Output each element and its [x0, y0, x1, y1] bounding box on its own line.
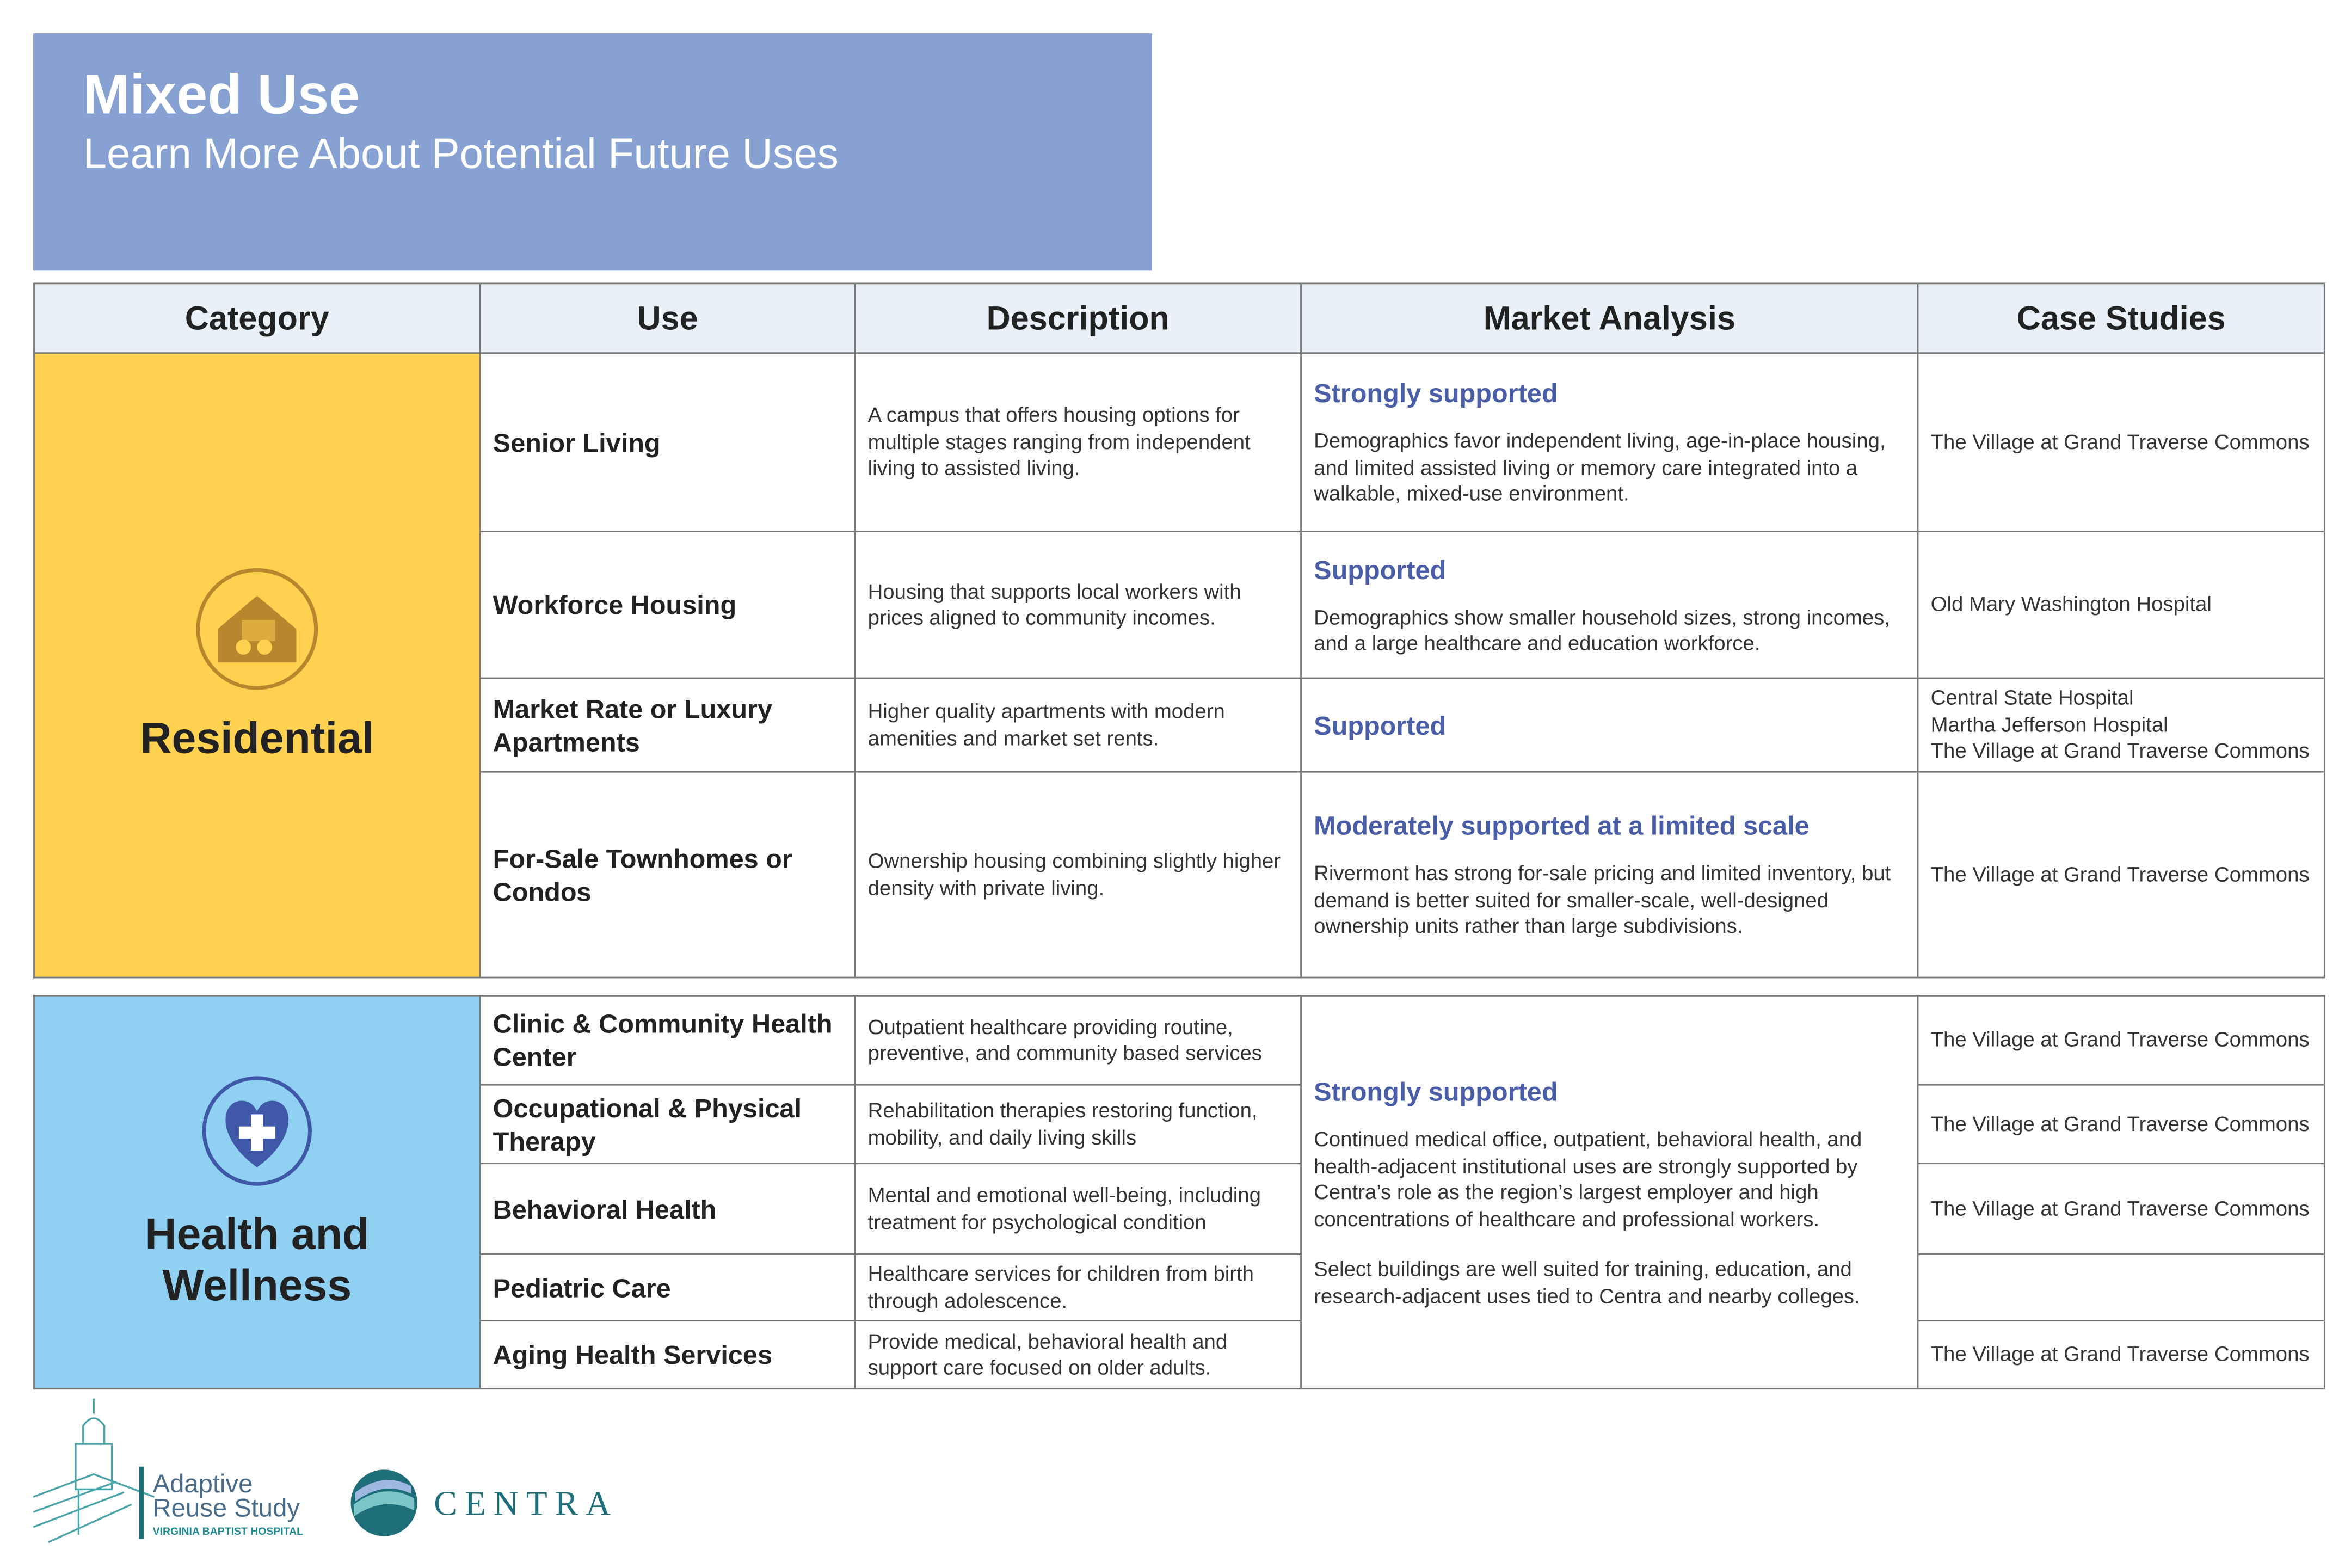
table-row: Health and Wellness Clinic & Community He… — [33, 994, 2325, 1390]
table-row: Residential Senior Living A campus that of… — [33, 352, 2325, 979]
table-row: Aging Health Services Provide medical, be… — [34, 1320, 2325, 1390]
column-header: Case Studies — [1917, 282, 2325, 354]
description-cell: Rehabilitation therapies restoring funct… — [854, 1084, 1302, 1165]
description-cell: Ownership housing combining slightly hig… — [854, 771, 1302, 979]
partner-name: CENTRA — [434, 1484, 618, 1523]
case-study: Central State Hospital — [1930, 686, 2134, 710]
market-text: Select buildings are well suited for tra… — [1314, 1258, 1860, 1307]
table-row: Pediatric Care Healthcare services for ch… — [34, 1253, 2325, 1322]
market-heading: Strongly supported — [1314, 1077, 1558, 1107]
case-cell: The Village at Grand Traverse Commons — [1917, 1084, 2325, 1165]
column-header: Category — [33, 282, 481, 354]
use-cell: Workforce Housing — [479, 531, 856, 679]
case-study: The Village at Grand Traverse Commons — [1930, 740, 2310, 763]
description-cell: Mental and emotional well-being, includi… — [854, 1163, 1302, 1255]
case-study: The Village at Grand Traverse Commons — [1930, 1197, 2310, 1220]
case-cell: The Village at Grand Traverse Commons — [1917, 1320, 2325, 1390]
case-study: The Village at Grand Traverse Commons — [1930, 1343, 2310, 1366]
market-text: Demographics favor independent living, a… — [1314, 429, 1886, 506]
health-icon — [202, 1075, 312, 1185]
case-study: Old Mary Washington Hospital — [1930, 593, 2212, 616]
case-cell: The Village at Grand Traverse Commons — [1917, 352, 2325, 532]
use-cell: Market Rate or Luxury Apartments — [479, 677, 856, 773]
description-cell: Housing that supports local workers with… — [854, 531, 1302, 679]
case-study: The Village at Grand Traverse Commons — [1930, 1112, 2310, 1135]
case-cell: Central State Hospital Martha Jefferson H… — [1917, 677, 2325, 773]
market-heading: Supported — [1314, 710, 1447, 740]
case-cell: The Village at Grand Traverse Commons — [1917, 994, 2325, 1086]
category-cell: Health and Wellness — [33, 994, 481, 1390]
use-cell: Clinic & Community Health Center — [479, 994, 856, 1086]
hospital-drawing — [33, 1398, 155, 1544]
footer-logos: Adaptive Reuse Study VIRGINIA BAPTIST HO… — [33, 1398, 618, 1544]
table-row: Occupational & Physical Therapy Rehabilit… — [34, 1084, 2325, 1165]
market-heading: Moderately supported at a limited scale — [1314, 810, 1810, 841]
case-study: Martha Jefferson Hospital — [1930, 713, 2168, 736]
market-heading: Supported — [1314, 554, 1447, 585]
use-cell: Aging Health Services — [479, 1320, 856, 1390]
table-row: Market Rate or Luxury Apartments Higher q… — [34, 677, 2325, 773]
case-study: The Village at Grand Traverse Commons — [1930, 431, 2310, 453]
logo-line2: Reuse Study — [153, 1493, 300, 1522]
case-study: The Village at Grand Traverse Commons — [1930, 863, 2310, 886]
market-cell: Moderately supported at a limited scale R… — [1300, 771, 1919, 979]
category-label: Health and Wellness — [145, 1210, 370, 1311]
header-banner: Mixed Use Learn More About Potential Fut… — [33, 33, 1152, 271]
logo-bar — [139, 1466, 144, 1540]
market-heading: Strongly supported — [1314, 378, 1558, 409]
case-cell: The Village at Grand Traverse Commons — [1917, 771, 2325, 979]
description-cell: Outpatient healthcare providing routine,… — [854, 994, 1302, 1086]
market-text: Demographics show smaller household size… — [1314, 605, 1890, 655]
residential-icon — [196, 568, 318, 690]
description-cell: Provide medical, behavioral health and s… — [854, 1320, 1302, 1390]
table-row: Behavioral Health Mental and emotional we… — [34, 1163, 2325, 1255]
centra-wave — [355, 1480, 411, 1502]
logo-line1: Adaptive — [153, 1469, 253, 1498]
logo-sub: VIRGINIA BAPTIST HOSPITAL — [153, 1526, 304, 1538]
use-cell: For-Sale Townhomes or Condos — [479, 771, 856, 979]
case-cell: Old Mary Washington Hospital — [1917, 531, 2325, 679]
use-cell: Occupational & Physical Therapy — [479, 1084, 856, 1165]
column-header: Market Analysis — [1300, 282, 1919, 354]
table-residential: Category Use Description Market Analysis Cas… — [33, 282, 2325, 979]
market-cell: Strongly supported Continued medical offi… — [1300, 994, 1919, 1390]
category-cell: Residential — [33, 352, 481, 979]
description-cell: Healthcare services for children from bi… — [854, 1253, 1302, 1322]
case-study: The Village at Grand Traverse Commons — [1930, 1028, 2310, 1052]
market-text: Rivermont has strong for-sale pricing an… — [1314, 862, 1891, 938]
column-header: Use — [479, 282, 856, 354]
description-cell: Higher quality apartments with modern am… — [854, 677, 1302, 773]
table-health: Health and Wellness Clinic & Community He… — [33, 994, 2325, 1390]
case-cell — [1917, 1253, 2325, 1322]
category-label: Residential — [140, 715, 374, 764]
subtitle: Learn More About Potential Future Uses — [83, 130, 839, 177]
market-cell: Strongly supported Demographics favor ind… — [1300, 352, 1919, 532]
description-cell: A campus that offers housing options for… — [854, 352, 1302, 532]
use-cell: Behavioral Health — [479, 1163, 856, 1255]
case-cell: The Village at Grand Traverse Commons — [1917, 1163, 2325, 1255]
use-cell: Pediatric Care — [479, 1253, 856, 1322]
header-row: Category Use Description Market Analysis Cas… — [33, 282, 2325, 354]
column-header: Description — [854, 282, 1302, 354]
market-cell: Supported Demographics show smaller house… — [1300, 531, 1919, 679]
title: Mixed Use — [83, 63, 360, 126]
centra-wave — [354, 1491, 415, 1517]
market-text: Continued medical office, outpatient, be… — [1314, 1128, 1862, 1230]
market-cell: Supported — [1300, 677, 1919, 773]
table-row: For-Sale Townhomes or Condos Ownership ho… — [34, 771, 2325, 979]
table-row: Workforce Housing Housing that supports l… — [34, 531, 2325, 679]
use-cell: Senior Living — [479, 352, 856, 532]
